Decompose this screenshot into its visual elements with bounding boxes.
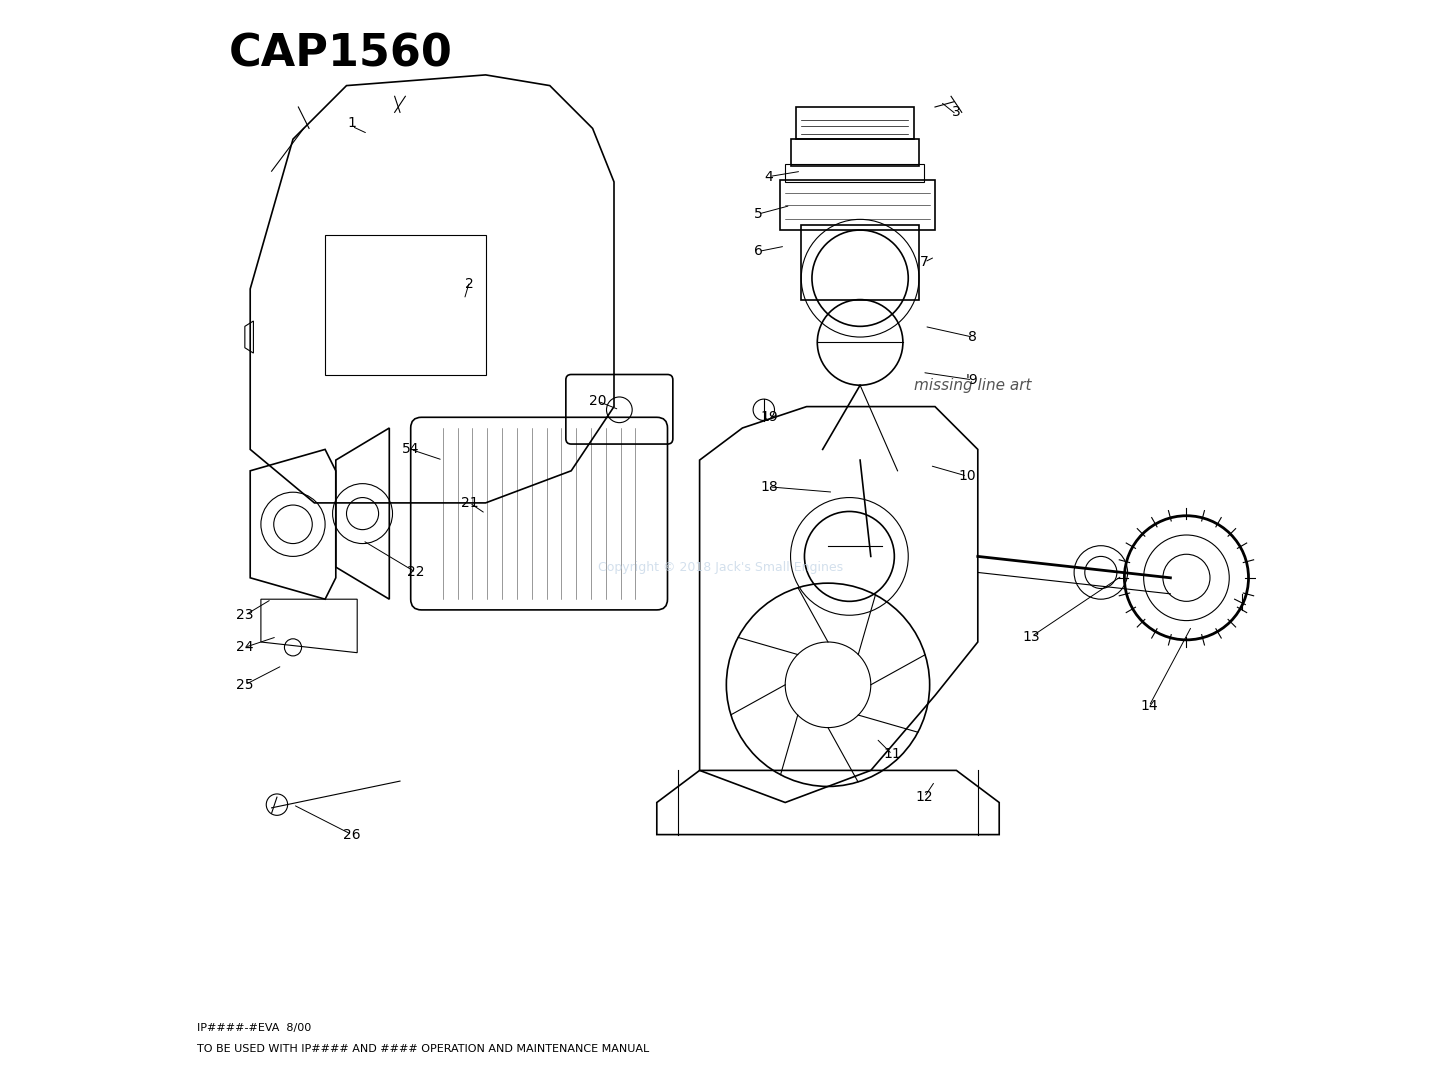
- Text: CAP1560: CAP1560: [229, 32, 453, 75]
- Text: 19: 19: [760, 410, 779, 425]
- Text: 18: 18: [760, 479, 779, 494]
- Text: 3: 3: [952, 105, 960, 120]
- Text: IP####-#EVA  8/00: IP####-#EVA 8/00: [196, 1023, 311, 1033]
- Text: 1: 1: [348, 116, 356, 131]
- Text: 12: 12: [916, 790, 933, 805]
- Text: 7: 7: [920, 255, 929, 270]
- Text: 10: 10: [959, 469, 976, 484]
- Text: 5: 5: [754, 207, 763, 221]
- Text: 8: 8: [968, 330, 976, 345]
- Text: 14: 14: [1141, 699, 1158, 714]
- Text: 2: 2: [466, 276, 474, 291]
- Text: 26: 26: [343, 827, 360, 842]
- Text: 23: 23: [236, 608, 254, 623]
- Text: 11: 11: [884, 747, 901, 762]
- Text: '9: '9: [966, 372, 979, 387]
- Text: TO BE USED WITH IP#### AND #### OPERATION AND MAINTENANCE MANUAL: TO BE USED WITH IP#### AND #### OPERATIO…: [196, 1044, 649, 1054]
- Text: 6: 6: [754, 244, 763, 259]
- Text: 54: 54: [402, 442, 420, 457]
- Text: 4: 4: [764, 169, 773, 184]
- Text: 25: 25: [236, 677, 254, 692]
- Text: 13: 13: [1022, 629, 1040, 644]
- Text: 20: 20: [590, 394, 607, 409]
- Text: Copyright © 2018 Jack's Small Engines: Copyright © 2018 Jack's Small Engines: [598, 561, 844, 574]
- Text: 22: 22: [407, 565, 425, 580]
- Text: 21: 21: [461, 495, 479, 510]
- Text: missing line art: missing line art: [914, 378, 1031, 393]
- Text: 24: 24: [236, 640, 254, 655]
